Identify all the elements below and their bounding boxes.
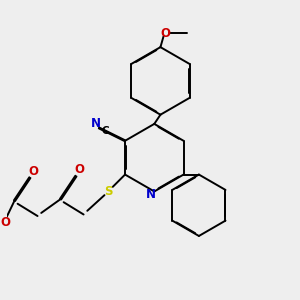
Text: N: N: [91, 117, 101, 130]
Text: O: O: [74, 164, 84, 176]
Text: C: C: [101, 126, 109, 136]
Text: O: O: [160, 27, 170, 40]
Text: S: S: [104, 185, 112, 198]
Text: O: O: [28, 165, 38, 178]
Text: N: N: [146, 188, 156, 201]
Text: O: O: [0, 216, 10, 229]
